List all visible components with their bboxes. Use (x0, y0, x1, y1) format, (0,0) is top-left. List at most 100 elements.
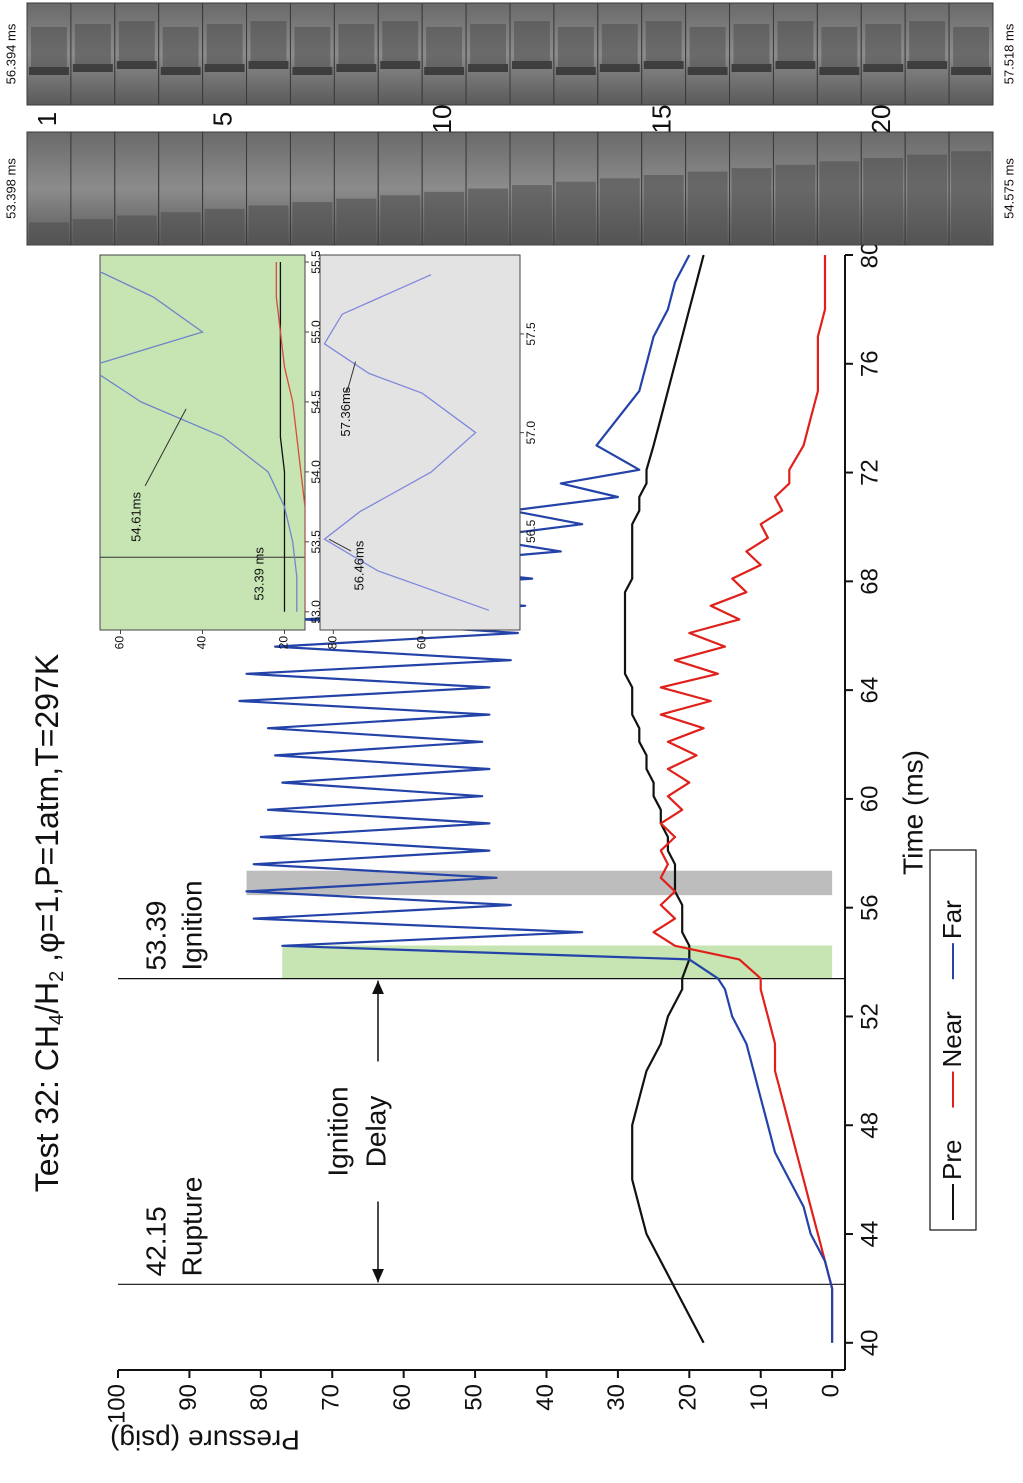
x-tick-label: 64 (856, 677, 883, 704)
frame-number: 20 (866, 105, 896, 134)
inset-leader (144, 408, 187, 487)
flame-wake (382, 21, 419, 61)
y-tick-label: 100 (103, 1384, 130, 1424)
flame-region (424, 191, 465, 245)
x-tick-label: 56 (856, 894, 883, 921)
flame-wake (338, 24, 375, 64)
flame-region (292, 202, 333, 245)
flame-front (116, 61, 157, 69)
flame-front (292, 67, 333, 75)
flame-wake (909, 21, 946, 61)
inset-x-tick-label: 57.5 (524, 322, 538, 346)
inset-y-tick-label: 60 (113, 636, 127, 650)
frame-number: 1 (32, 112, 62, 126)
flame-front (160, 67, 201, 75)
flame-wake (31, 27, 67, 67)
flame-region (819, 161, 860, 245)
y-tick-label: 30 (603, 1384, 630, 1411)
strip-start-time: 53.398 ms (3, 158, 18, 219)
inset-x-tick-label: 56.5 (524, 519, 538, 543)
x-axis-label: Time (ms) (897, 750, 928, 875)
flame-wake (865, 24, 902, 64)
inset-x-tick-label: 57.0 (524, 421, 538, 445)
delay-label: Delay (360, 1096, 391, 1168)
y-tick-label: 40 (532, 1384, 559, 1411)
y-tick-label: 20 (675, 1384, 702, 1411)
inset-line (100, 261, 298, 612)
y-tick-label: 50 (460, 1384, 487, 1411)
event-time: 53.39 (140, 901, 171, 971)
x-tick-label: 60 (856, 786, 883, 813)
flame-wake (821, 27, 858, 67)
flame-wake (426, 27, 463, 67)
y-tick-label: 60 (389, 1384, 416, 1411)
flame-region (512, 185, 552, 245)
x-tick-label: 40 (856, 1329, 883, 1356)
y-tick-label: 90 (175, 1384, 202, 1411)
x-tick-label: 48 (856, 1112, 883, 1139)
flame-front (555, 67, 596, 75)
strip-start-time: 56.394 ms (3, 23, 18, 84)
event-label: Ignition (176, 880, 207, 970)
flame-front (643, 61, 684, 69)
flame-region (863, 157, 904, 245)
flame-front (29, 67, 69, 75)
inset-background (99, 254, 306, 631)
highlight-span (282, 945, 833, 979)
title-part: /H (29, 982, 65, 1014)
flame-region (160, 212, 201, 245)
y-tick-label: 0 (817, 1384, 844, 1397)
strip-end-time: 54.575 ms (1001, 158, 1016, 219)
series-line (238, 254, 834, 1343)
legend-label: Near (937, 1011, 967, 1068)
inset-annotation: 56.46ms (351, 540, 366, 590)
inset-leader (328, 538, 352, 552)
flame-front (731, 64, 772, 72)
legend-label: Pre (937, 1140, 967, 1180)
flame-front (819, 67, 860, 75)
y-tick-label: 70 (318, 1384, 345, 1411)
flame-wake (162, 27, 199, 67)
inset-leader (346, 361, 357, 394)
flame-region (380, 195, 421, 245)
flame-front (248, 61, 289, 69)
event-label: Rupture (176, 1177, 207, 1277)
x-tick-label: 80 (856, 242, 883, 269)
flame-front (380, 61, 421, 69)
event-time: 42.15 (140, 1206, 171, 1276)
flame-wake (514, 21, 550, 61)
y-tick-label: 80 (246, 1384, 273, 1411)
inset-annotation: 54.61ms (128, 491, 143, 541)
flame-wake (470, 24, 507, 64)
title-part: Test 32: CH (29, 1025, 65, 1192)
inset-annotation: 53.39 ms (251, 547, 266, 601)
flame-region (951, 151, 991, 245)
y-tick-label: 10 (746, 1384, 773, 1411)
flame-region (907, 154, 948, 245)
frame-number: 10 (427, 105, 457, 134)
flame-wake (74, 24, 111, 64)
series-line (652, 255, 834, 1343)
flame-front (599, 64, 640, 72)
flame-wake (689, 27, 726, 67)
flame-front (951, 67, 991, 75)
inset-line (323, 274, 490, 611)
flame-region (204, 208, 245, 245)
chart-title: Test 32: CH4/H2 ,φ=1,P=1atm,T=297K (29, 654, 68, 1192)
flame-front (863, 64, 904, 72)
flame-region (643, 174, 684, 245)
flame-region (599, 178, 640, 245)
flame-region (775, 164, 816, 245)
x-tick-label: 44 (856, 1221, 883, 1248)
x-tick-label: 76 (856, 350, 883, 377)
highlight-span (246, 870, 833, 896)
frame-number: 15 (647, 105, 677, 134)
series-line (623, 254, 705, 1344)
flame-front (687, 67, 728, 75)
flame-region (555, 181, 596, 245)
flame-front (72, 64, 113, 72)
flame-front (424, 67, 465, 75)
flame-front (468, 64, 509, 72)
